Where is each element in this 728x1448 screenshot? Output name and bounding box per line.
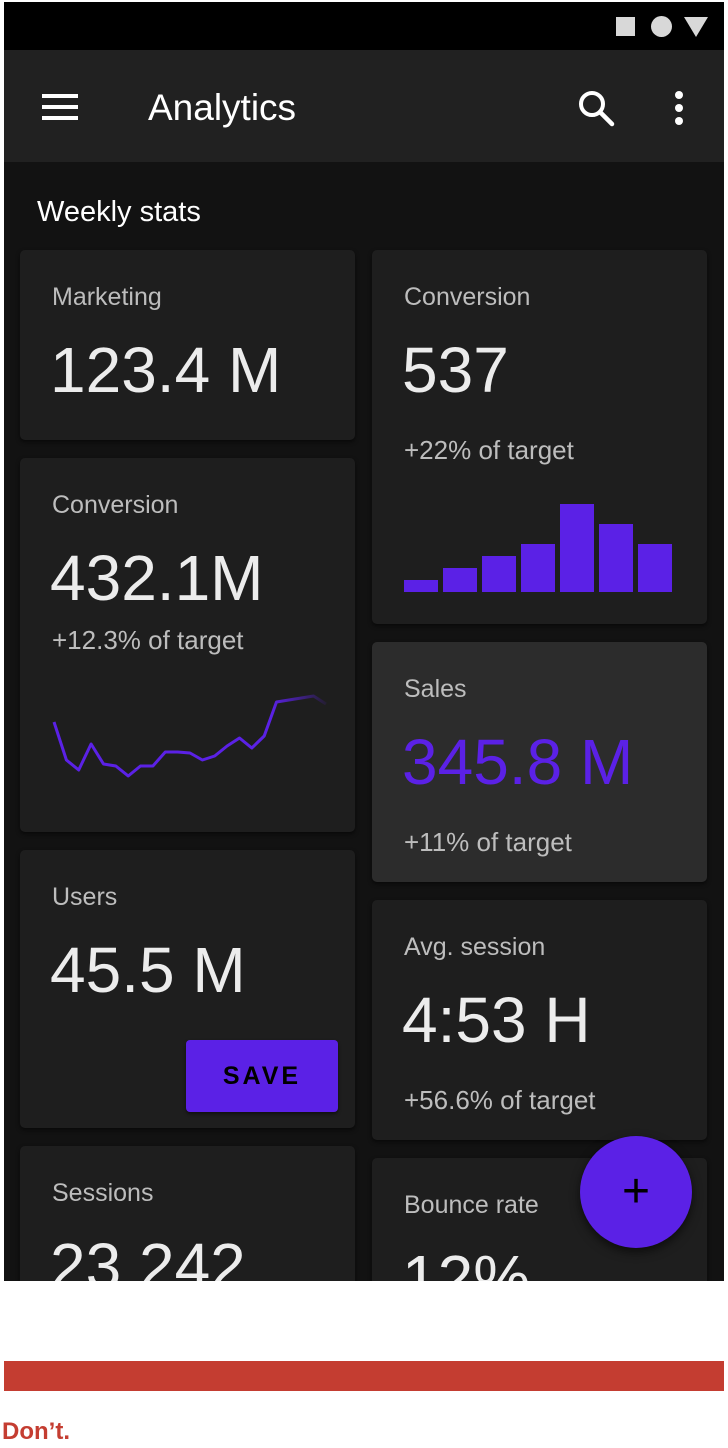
menu-icon[interactable] <box>40 90 80 124</box>
sessions-card[interactable]: Sessions 23,242 <box>20 1146 355 1281</box>
avg-session-card[interactable]: Avg. session 4:53 H +56.6% of target <box>372 900 707 1140</box>
card-target: +12.3% of target <box>52 625 244 655</box>
save-button[interactable]: SAVE <box>186 1040 338 1112</box>
card-label: Users <box>52 883 118 911</box>
conversion-line-card[interactable]: Conversion 432.1M +12.3% of target <box>20 458 355 832</box>
card-value: 45.5 M <box>50 934 246 1006</box>
line-chart <box>52 694 327 778</box>
signal-icon <box>684 17 708 37</box>
chart-bar <box>443 568 477 592</box>
top-app-bar: Analytics <box>4 50 724 162</box>
marketing-card[interactable]: Marketing 123.4 M <box>20 250 355 440</box>
card-label: Sessions <box>52 1179 154 1207</box>
card-value: 537 <box>402 334 509 406</box>
dont-indicator-bar <box>4 1361 724 1391</box>
card-label: Avg. session <box>404 933 546 961</box>
card-value: 123.4 M <box>50 334 282 406</box>
chart-line <box>52 694 327 778</box>
status-bar <box>4 2 724 50</box>
add-fab-button[interactable]: + <box>580 1136 692 1248</box>
chart-bar <box>404 580 438 592</box>
search-icon[interactable] <box>576 88 616 128</box>
chart-bar <box>599 524 633 592</box>
chart-bar <box>521 544 555 592</box>
card-target: +22% of target <box>404 435 574 465</box>
card-target: +11% of target <box>404 827 572 857</box>
card-label: Bounce rate <box>404 1191 539 1219</box>
card-value: 12% <box>402 1242 531 1281</box>
users-card[interactable]: Users 45.5 M SAVE <box>20 850 355 1128</box>
add-icon: + <box>621 1165 651 1218</box>
bar-chart <box>404 504 672 592</box>
card-value: 4:53 H <box>402 984 591 1056</box>
stop-icon <box>616 17 635 36</box>
app-title: Analytics <box>148 87 297 128</box>
conversion-bar-card[interactable]: Conversion 537 +22% of target <box>372 250 707 624</box>
phone-screen: Analytics Weekly stats Marketing 123.4 M… <box>4 2 724 1281</box>
card-target: +56.6% of target <box>404 1085 596 1115</box>
more-vert-icon[interactable] <box>664 88 694 128</box>
section-title: Weekly stats <box>37 196 201 228</box>
card-label: Conversion <box>52 491 179 519</box>
card-label: Sales <box>404 675 467 703</box>
card-value: 23,242 <box>50 1230 246 1281</box>
sales-card[interactable]: Sales 345.8 M +11% of target <box>372 642 707 882</box>
card-label: Conversion <box>404 283 531 311</box>
record-icon <box>651 16 672 37</box>
chart-bar <box>560 504 594 592</box>
card-value: 345.8 M <box>402 726 634 798</box>
dont-caption: Don’t. <box>2 1418 70 1445</box>
chart-bar <box>482 556 516 592</box>
card-value: 432.1M <box>50 542 264 614</box>
card-label: Marketing <box>52 283 162 311</box>
chart-bar <box>638 544 672 592</box>
